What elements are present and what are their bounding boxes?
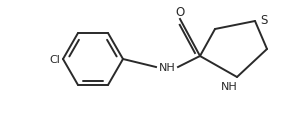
Text: NH: NH bbox=[159, 62, 175, 72]
Text: O: O bbox=[175, 6, 185, 19]
Text: S: S bbox=[260, 13, 268, 26]
Text: NH: NH bbox=[221, 81, 237, 91]
Text: Cl: Cl bbox=[49, 55, 60, 64]
